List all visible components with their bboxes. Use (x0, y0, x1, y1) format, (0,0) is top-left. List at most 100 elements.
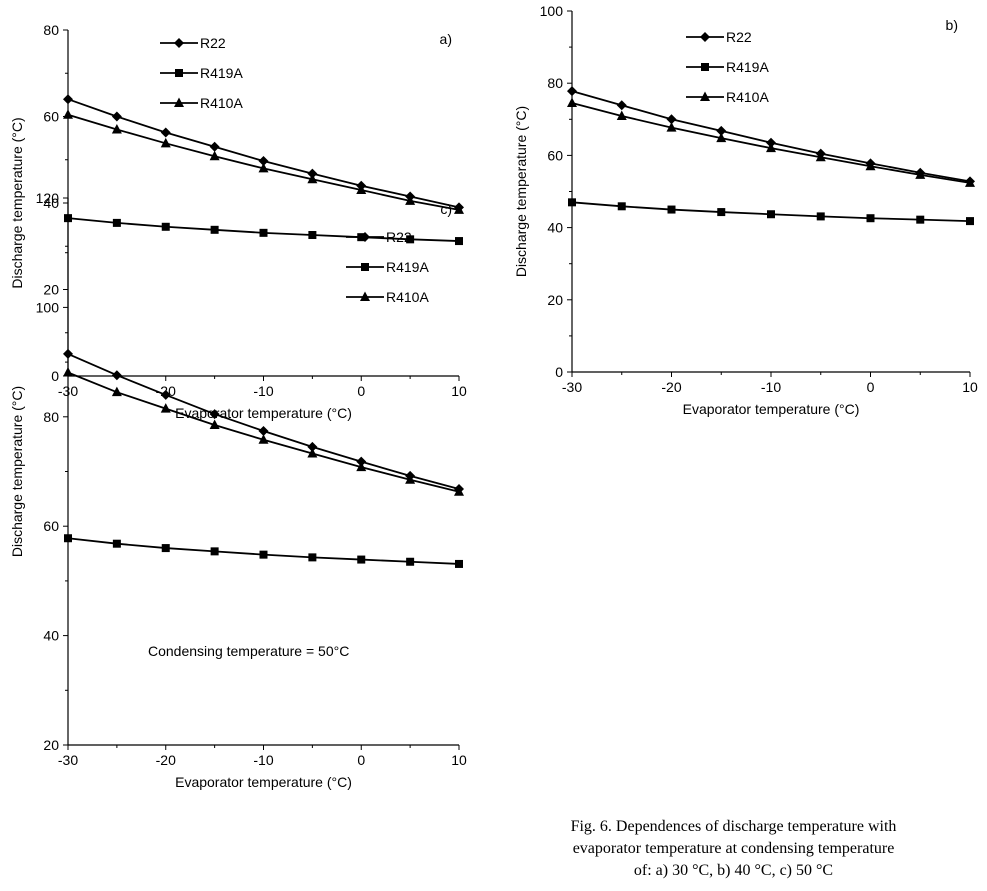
data-point-r22 (63, 94, 73, 105)
legend-label-r22: R22 (200, 35, 226, 51)
panel-label: c) (440, 201, 452, 217)
legend-label-r419a: R419A (386, 259, 429, 275)
series-r419a (64, 534, 463, 568)
caption-line-1: Fig. 6. Dependences of discharge tempera… (570, 818, 897, 835)
data-point-r22 (209, 409, 220, 420)
y-tick-label: 0 (555, 364, 563, 380)
data-point-r419a (717, 208, 726, 217)
y-tick-label: 80 (43, 22, 59, 38)
y-tick-label: 40 (43, 628, 59, 644)
data-point-r419a (112, 218, 121, 227)
data-point-r419a (406, 557, 415, 566)
legend-label-r419a: R419A (726, 59, 769, 75)
legend-label-r410a: R410A (726, 89, 769, 105)
x-tick-label: -10 (761, 379, 781, 395)
series-line-r22 (67, 353, 460, 490)
data-point-r419a (455, 237, 463, 246)
y-tick-label: 20 (547, 292, 563, 308)
data-point-r22 (258, 426, 269, 437)
data-point-r410a (160, 403, 171, 413)
x-tick-label: -10 (253, 383, 273, 399)
legend-label-r410a: R410A (386, 289, 429, 305)
data-point-r410a (405, 195, 416, 205)
series-r410a (567, 97, 975, 187)
data-point-r419a (816, 212, 825, 221)
legend-marker-r22 (700, 32, 710, 42)
y-tick-label: 60 (43, 518, 59, 534)
data-point-r410a (766, 142, 776, 153)
data-point-r410a (965, 177, 975, 187)
x-tick-label: -10 (253, 752, 273, 768)
x-tick-label: -20 (661, 379, 681, 395)
data-point-r419a (210, 547, 219, 556)
data-point-r419a (767, 210, 775, 219)
panel-label: a) (440, 31, 452, 47)
x-tick-label: 10 (451, 752, 467, 768)
data-point-r410a (865, 160, 876, 171)
legend-marker-r410a (174, 97, 184, 107)
data-point-r410a (716, 132, 727, 143)
y-tick-label: 20 (43, 282, 59, 298)
data-point-r410a (815, 151, 826, 162)
data-point-r419a (966, 217, 974, 226)
data-point-r410a (258, 162, 269, 173)
data-point-r419a (455, 559, 463, 568)
series-line-r22 (67, 98, 460, 209)
data-point-r419a (866, 214, 875, 223)
legend: R22 R419A R410A (686, 29, 769, 105)
data-point-r410a (454, 204, 464, 214)
data-point-r419a (210, 225, 219, 234)
y-axis-label: Discharge temperature (°C) (9, 117, 25, 288)
data-point-r419a (617, 202, 626, 211)
y-tick-label: 60 (43, 109, 59, 125)
chart-panel-2: 0 20 40 60 80 100 -30 -20 -10 0 10 Evaporator tempe… (513, 3, 978, 417)
data-point-r22 (63, 348, 73, 359)
data-point-r419a (161, 222, 170, 231)
series-r410a (63, 366, 464, 496)
y-tick-label: 0 (51, 368, 59, 384)
data-point-r410a (616, 110, 627, 121)
y-axis-label: Discharge temperature (°C) (513, 106, 529, 277)
legend-marker-r22 (174, 38, 184, 48)
data-point-r410a (567, 97, 577, 108)
data-point-r419a (161, 544, 170, 553)
chart-annotation: Condensing temperature = 50°C (148, 643, 349, 659)
x-tick-label: -30 (58, 752, 78, 768)
series-line-r22 (571, 90, 971, 183)
x-tick-label: 0 (867, 379, 875, 395)
data-point-r22 (258, 156, 269, 167)
data-point-r410a (258, 434, 269, 444)
series-r22 (63, 94, 464, 213)
y-tick-label: 60 (547, 147, 563, 163)
y-tick-label: 40 (547, 220, 563, 236)
data-point-r22 (666, 114, 677, 125)
data-point-r410a (666, 122, 677, 132)
caption-line-3: of: a) 30 °C, b) 40 °C, c) 50 °C (633, 862, 834, 879)
x-axis-label: Evaporator temperature (°C) (175, 774, 352, 790)
data-point-r419a (112, 539, 121, 548)
legend-marker-r410a (700, 91, 710, 101)
series-r22 (567, 86, 975, 187)
y-tick-label: 40 (43, 195, 59, 211)
series-r419a (568, 198, 974, 226)
y-tick-label: 80 (43, 409, 59, 425)
data-point-r22 (616, 100, 627, 111)
data-point-r410a (111, 123, 122, 134)
legend: R22 R419A R410A (160, 35, 243, 111)
data-point-r419a (357, 555, 366, 564)
legend-label-r410a: R410A (200, 95, 243, 111)
y-axis-label: Discharge temperature (°C) (9, 386, 25, 557)
data-point-r419a (308, 231, 317, 240)
data-point-r410a (63, 109, 73, 119)
data-point-r22 (160, 127, 171, 138)
data-point-r22 (111, 111, 122, 122)
y-tick-label: 80 (547, 75, 563, 91)
series-r22 (63, 348, 464, 495)
legend-label-r419a: R419A (200, 65, 243, 81)
panel-label: b) (946, 17, 958, 33)
data-point-r22 (716, 125, 727, 136)
legend-marker-r22 (360, 232, 370, 242)
x-tick-label: 10 (451, 383, 467, 399)
